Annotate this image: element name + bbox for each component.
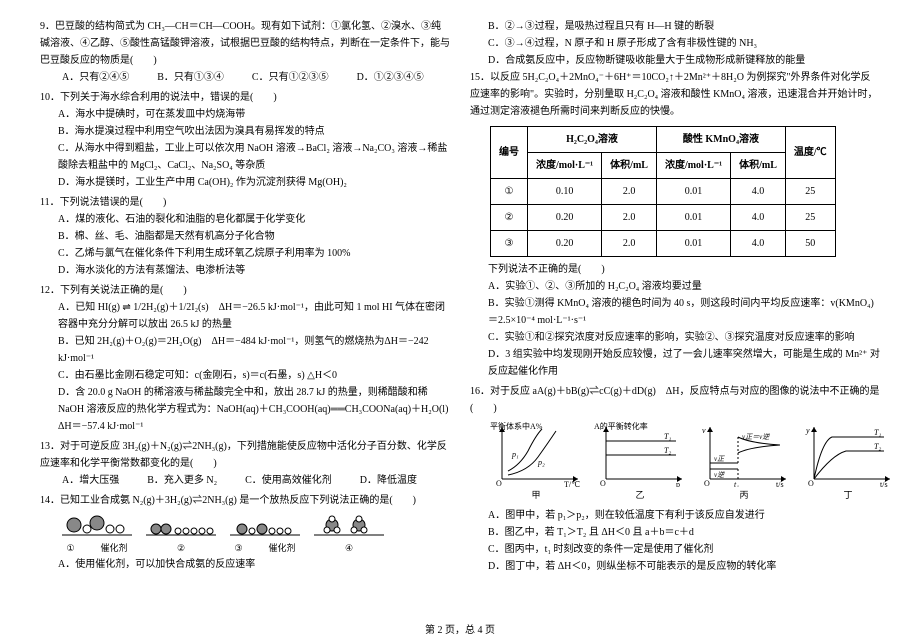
q14-opt-d: D．合成氨反应中，反应物断键吸收能量大于生成物形成新键释放的能量: [470, 52, 880, 69]
svg-text:T₁: T₁: [874, 428, 881, 437]
q13-options: A．增大压强 B．充入更多 N₂ C．使用高效催化剂 D．降低温度: [40, 472, 450, 489]
svg-text:p₁: p₁: [511, 450, 519, 459]
q15-stem: 15．以反应 5H₂C₂O₄＋2MnO₄⁻＋6H⁺＝10CO₂↑＋2Mn²⁺＋8…: [470, 69, 880, 120]
q13-opt-b: B．充入更多 N₂: [147, 472, 217, 489]
q12-opt-a: A．已知 HI(g) ⇌ 1/2H₂(g)＋1/2I₂(s) ΔH＝−26.5 …: [40, 299, 450, 333]
chart-bing: v正 v正＝v逆 v逆 v t₁ O t/s 丙: [698, 421, 790, 503]
q14-opt-b: B．②→③过程，是吸热过程且只有 H—H 键的断裂: [470, 18, 880, 35]
svg-text:t₁: t₁: [734, 480, 739, 487]
q12-opt-b: B．已知 2H₂(g)＋O₂(g)＝2H₂O(g) ΔH＝−484 kJ·mol…: [40, 333, 450, 367]
q10-stem: 10．下列关于海水综合利用的说法中，错误的是( ): [40, 89, 450, 106]
chart-ding: T₁ T₂ y O t/s 丁: [802, 421, 894, 503]
svg-text:T₁: T₁: [664, 432, 671, 441]
svg-text:p₂: p₂: [537, 458, 545, 467]
svg-text:T₂: T₂: [664, 446, 671, 455]
svg-text:v: v: [702, 426, 706, 435]
q11-opt-a: A．煤的液化、石油的裂化和油脂的皂化都属于化学变化: [40, 211, 450, 228]
q16-opt-c: C．图丙中，t₁ 时刻改变的条件一定是使用了催化剂: [470, 541, 880, 558]
chart-yi: A的平衡转化率 T₁ T₂ O p 乙: [594, 421, 686, 503]
q16-opt-d: D．图丁中，若 ΔH＜0，则纵坐标不可能表示的是反应物的转化率: [470, 558, 880, 575]
q15-opt-d: D．3 组实验中均发现刚开始反应较慢，过了一会儿速率突然增大，可能是生成的 Mn…: [470, 346, 880, 380]
q16-stem: 16．对于反应 aA(g)＋bB(g)⇌cC(g)＋dD(g) ΔH，反应特点与…: [470, 383, 880, 417]
q9-stem: 9．巴豆酸的结构简式为 CH₃—CH＝CH—COOH。现有如下试剂：①氯化氢、②…: [40, 18, 450, 69]
table-row: ② 0.20 2.0 0.01 4.0 25: [491, 205, 836, 231]
q11-opt-d: D．海水淡化的方法有蒸馏法、电渗析法等: [40, 262, 450, 279]
svg-text:O: O: [600, 479, 606, 487]
q15-opt-a: A．实验①、②、③所加的 H₂C₂O₄ 溶液均要过量: [470, 278, 880, 295]
question-16: 16．对于反应 aA(g)＋bB(g)⇌cC(g)＋dD(g) ΔH，反应特点与…: [470, 383, 880, 575]
q9-opt-c: C．只有①②③⑤: [252, 69, 329, 86]
svg-text:t/s: t/s: [880, 480, 888, 487]
svg-text:t/s: t/s: [776, 480, 784, 487]
q11-opt-c: C．乙烯与氯气在催化条件下利用生成环氧乙烷原子利用率为 100%: [40, 245, 450, 262]
svg-text:y: y: [805, 426, 810, 435]
q14-opt-a: A．使用催化剂，可以加快合成氨的反应速率: [40, 556, 450, 573]
q11-stem: 11．下列说法错误的是( ): [40, 194, 450, 211]
svg-text:v逆: v逆: [714, 471, 725, 479]
table-row: ① 0.10 2.0 0.01 4.0 25: [491, 179, 836, 205]
question-15: 15．以反应 5H₂C₂O₄＋2MnO₄⁻＋6H⁺＝10CO₂↑＋2Mn²⁺＋8…: [470, 69, 880, 380]
q10-opt-c: C．从海水中得到粗盐，工业上可以依次用 NaOH 溶液→BaCl₂ 溶液→Na₂…: [40, 140, 450, 174]
question-14: 14．已知工业合成氨 N₂(g)＋3H₂(g)⇌2NH₃(g) 是一个放热反应下…: [40, 492, 450, 573]
page: 9．巴豆酸的结构简式为 CH₃—CH＝CH—COOH。现有如下试剂：①氯化氢、②…: [0, 0, 920, 620]
q9-options: A．只有②④⑤ B．只有①③④ C．只有①②③⑤ D．①②③④⑤: [40, 69, 450, 86]
q9-opt-a: A．只有②④⑤: [62, 69, 129, 86]
svg-text:T/℃: T/℃: [564, 480, 580, 487]
catalyst-1: ①催化剂: [62, 513, 132, 556]
svg-text:平衡体系中A%: 平衡体系中A%: [490, 421, 543, 431]
q16-charts: 平衡体系中A% p₁ p₂ O T/℃ 甲 A的平衡转化率: [470, 417, 880, 507]
table-row: ③ 0.20 2.0 0.01 4.0 50: [491, 231, 836, 257]
question-11: 11．下列说法错误的是( ) A．煤的液化、石油的裂化和油脂的皂化都属于化学变化…: [40, 194, 450, 279]
catalyst-diagram: ①催化剂 ② ③催化剂 ④: [40, 509, 450, 556]
chart-jia: 平衡体系中A% p₁ p₂ O T/℃ 甲: [490, 421, 582, 503]
left-column: 9．巴豆酸的结构简式为 CH₃—CH＝CH—COOH。现有如下试剂：①氯化氢、②…: [30, 18, 460, 612]
q12-opt-c: C．由石墨比金刚石稳定可知：c(金刚石，s)＝c(石墨，s) △H＜0: [40, 367, 450, 384]
q15-opt-b: B．实验①测得 KMnO₄ 溶液的褪色时间为 40 s，则这段时间内平均反应速率…: [470, 295, 880, 329]
svg-text:v正: v正: [714, 455, 725, 463]
q9-opt-d: D．①②③④⑤: [357, 69, 424, 86]
svg-text:A的平衡转化率: A的平衡转化率: [594, 421, 648, 431]
question-12: 12．下列有关说法正确的是( ) A．已知 HI(g) ⇌ 1/2H₂(g)＋1…: [40, 282, 450, 435]
q11-opt-b: B．棉、丝、毛、油脂都是天然有机高分子化合物: [40, 228, 450, 245]
q16-opt-a: A．图甲中，若 p₁＞p₂，则在较低温度下有利于该反应自发进行: [470, 507, 880, 524]
catalyst-4: ④: [314, 513, 384, 556]
svg-text:O: O: [496, 479, 502, 487]
q14-stem: 14．已知工业合成氨 N₂(g)＋3H₂(g)⇌2NH₃(g) 是一个放热反应下…: [40, 492, 450, 509]
q15-after: 下列说法不正确的是( ): [470, 261, 880, 278]
catalyst-3: ③催化剂: [230, 513, 300, 556]
svg-text:v正＝v逆: v正＝v逆: [742, 433, 770, 441]
q13-opt-a: A．增大压强: [62, 472, 119, 489]
svg-text:T₂: T₂: [874, 442, 881, 451]
q12-opt-d: D．含 20.0 g NaOH 的稀溶液与稀盐酸完全中和，放出 28.7 kJ …: [40, 384, 450, 435]
question-9: 9．巴豆酸的结构简式为 CH₃—CH＝CH—COOH。现有如下试剂：①氯化氢、②…: [40, 18, 450, 86]
right-column: B．②→③过程，是吸热过程且只有 H—H 键的断裂 C．③→④过程，N 原子和 …: [460, 18, 890, 612]
q10-opt-d: D．海水提镁时，工业生产中用 Ca(OH)₂ 作为沉淀剂获得 Mg(OH)₂: [40, 174, 450, 191]
q12-stem: 12．下列有关说法正确的是( ): [40, 282, 450, 299]
q13-stem: 13．对于可逆反应 3H₂(g)＋N₂(g)⇌2NH₃(g)，下列措施能使反应物…: [40, 438, 450, 472]
q13-opt-d: D．降低温度: [360, 472, 417, 489]
q15-opt-c: C．实验①和②探究浓度对反应速率的影响，实验②、③探究温度对反应速率的影响: [470, 329, 880, 346]
question-10: 10．下列关于海水综合利用的说法中，错误的是( ) A．海水中提碘时，可在蒸发皿…: [40, 89, 450, 191]
q10-opt-b: B．海水提溴过程中利用空气吹出法因为溴具有易挥发的特点: [40, 123, 450, 140]
q16-opt-b: B．图乙中，若 T₁＞T₂ 且 ΔH＜0 且 a＋b＝c＋d: [470, 524, 880, 541]
svg-text:p: p: [676, 480, 680, 487]
q10-opt-a: A．海水中提碘时，可在蒸发皿中灼烧海带: [40, 106, 450, 123]
svg-text:O: O: [808, 479, 814, 487]
svg-text:O: O: [704, 479, 710, 487]
q13-opt-c: C．使用高效催化剂: [245, 472, 332, 489]
catalyst-2: ②: [146, 513, 216, 556]
q15-table: 编号 H₂C₂O₄溶液 酸性 KMnO₄溶液 温度/℃ 浓度/mol·L⁻¹ 体…: [470, 120, 880, 261]
page-footer: 第 2 页，总 4 页: [0, 620, 920, 639]
question-13: 13．对于可逆反应 3H₂(g)＋N₂(g)⇌2NH₃(g)，下列措施能使反应物…: [40, 438, 450, 489]
q9-opt-b: B．只有①③④: [157, 69, 224, 86]
q14-opt-c: C．③→④过程，N 原子和 H 原子形成了含有非极性键的 NH₃: [470, 35, 880, 52]
